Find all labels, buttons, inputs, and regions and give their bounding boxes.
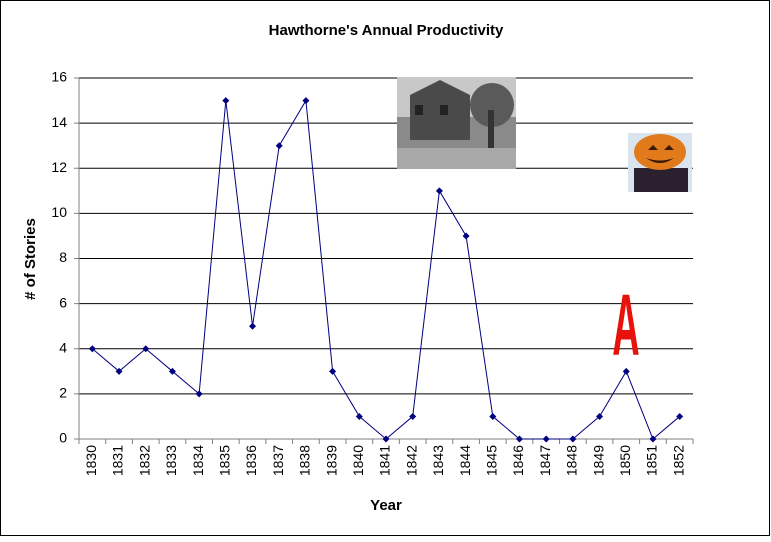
x-tick-label: 1835 <box>217 445 233 476</box>
data-point <box>275 142 283 150</box>
x-tick-label: 1838 <box>297 445 313 476</box>
y-tick-label: 6 <box>59 294 67 310</box>
pumpkin-image <box>628 133 692 192</box>
data-point <box>302 97 310 105</box>
data-point <box>222 97 230 105</box>
grid <box>79 77 693 395</box>
data-point <box>249 322 257 330</box>
y-tick-label: 14 <box>51 114 67 130</box>
data-point <box>542 435 550 443</box>
x-tick-label: 1841 <box>377 445 393 476</box>
data-point <box>88 345 96 353</box>
x-tick-label: 1834 <box>190 445 206 476</box>
data-point <box>329 367 337 375</box>
x-tick-label: 1842 <box>403 445 419 476</box>
data-point <box>676 412 684 420</box>
data-point <box>168 367 176 375</box>
data-point <box>382 435 390 443</box>
x-tick-label: 1832 <box>136 445 152 476</box>
y-tick-label: 8 <box>59 249 67 265</box>
x-tick-label: 1845 <box>483 445 499 476</box>
data-point <box>622 367 630 375</box>
x-tick-label: 1840 <box>350 445 366 476</box>
data-point <box>515 435 523 443</box>
data-point <box>596 412 604 420</box>
data-point <box>142 345 150 353</box>
x-tick-label: 1839 <box>323 445 339 476</box>
x-tick-label: 1837 <box>270 445 286 476</box>
scarlet-letter: A <box>612 277 639 374</box>
data-point <box>355 412 363 420</box>
x-tick-label: 1843 <box>430 445 446 476</box>
y-tick-label: 4 <box>59 339 67 355</box>
data-point <box>569 435 577 443</box>
x-tick-label: 1850 <box>617 445 633 476</box>
y-tick-label: 12 <box>51 159 67 175</box>
y-tick-label: 0 <box>59 430 67 446</box>
data-point <box>462 232 470 240</box>
data-point <box>489 412 497 420</box>
house-photo <box>397 77 516 169</box>
data-point <box>649 435 657 443</box>
y-axis-title: # of Stories <box>22 218 39 300</box>
y-tick-label: 16 <box>51 69 67 85</box>
x-tick-label: 1849 <box>590 445 606 476</box>
x-tick-label: 1848 <box>564 445 580 476</box>
y-tick-label: 10 <box>51 204 67 220</box>
data-point <box>435 187 443 195</box>
data-point <box>195 390 203 398</box>
x-tick-label: 1833 <box>163 445 179 476</box>
x-tick-label: 1836 <box>243 445 259 476</box>
chart-title: Hawthorne's Annual Productivity <box>269 22 504 39</box>
x-tick-label: 1831 <box>110 445 126 476</box>
x-tick-label: 1830 <box>83 445 99 476</box>
data-point <box>409 412 417 420</box>
x-tick-label: 1847 <box>537 445 553 476</box>
x-tick-label: 1846 <box>510 445 526 476</box>
x-axis-title: Year <box>370 497 402 514</box>
x-tick-label: 1851 <box>644 445 660 476</box>
x-tick-label: 1844 <box>457 445 473 476</box>
y-tick-label: 2 <box>59 385 67 401</box>
x-tick-label: 1852 <box>670 445 686 476</box>
data-point <box>115 367 123 375</box>
